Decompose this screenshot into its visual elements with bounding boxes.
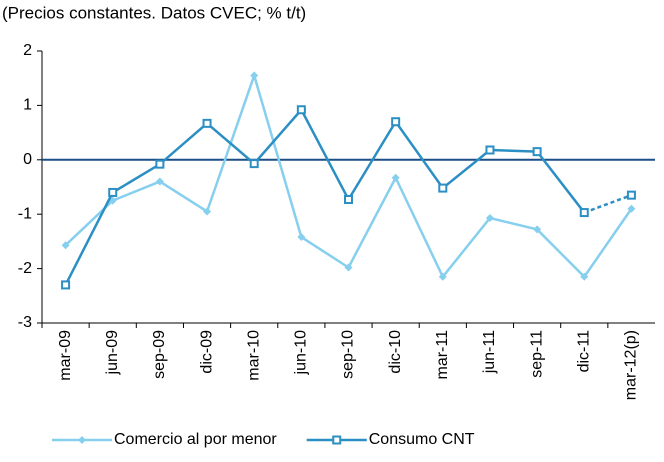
x-tick-label: jun-10 [293,330,310,376]
data-point [250,71,259,80]
x-tick-label: mar-11 [434,330,451,380]
x-tick-label: mar-09 [57,330,74,381]
data-point [203,207,212,216]
legend-marker [332,435,342,445]
legend-label: Comercio al por menor [114,431,277,448]
legend-marker [78,436,86,444]
data-point [344,263,353,272]
data-point [249,159,259,169]
x-tick-label: jun-09 [104,330,121,376]
x-tick-label: mar-12(p) [623,330,640,400]
data-point [61,280,71,290]
x-tick-label: dic-11 [575,330,592,372]
legend-label: Consumo CNT [369,431,475,448]
x-tick-label: sep-11 [528,330,545,378]
data-point [155,159,165,169]
data-point [485,145,495,155]
y-tick-label: -1 [18,205,32,222]
y-tick-label: -3 [18,314,32,331]
x-tick-label: mar-10 [245,330,262,381]
x-tick-label: dic-09 [198,330,215,374]
data-point [532,147,542,157]
data-point [202,118,212,128]
data-point [438,272,447,281]
x-tick-label: jun-11 [481,330,498,374]
x-tick-label: sep-09 [151,330,168,379]
data-point [579,208,589,218]
data-point [61,241,70,250]
data-point [438,183,448,193]
y-tick-label: 2 [23,42,32,59]
data-point [344,195,353,205]
data-point [108,187,118,197]
data-point [155,177,164,186]
series-line [64,71,633,280]
chart-subtitle: (Precios constantes. Datos CVEC; % t/t) [2,3,306,22]
data-point [627,204,636,213]
data-point [580,272,589,281]
data-point [297,233,306,242]
data-point [485,214,494,223]
data-point [296,105,306,115]
series-line [64,107,586,286]
y-tick-label: 1 [23,97,32,114]
x-tick-label: dic-10 [387,330,404,374]
data-point [626,190,636,200]
data-point [533,225,542,234]
series-line-dashed [583,193,632,214]
y-tick-label: -2 [18,260,32,277]
x-tick-label: sep-10 [340,330,357,379]
data-point [391,173,400,182]
data-point [391,117,401,127]
y-tick-label: 0 [23,151,32,168]
